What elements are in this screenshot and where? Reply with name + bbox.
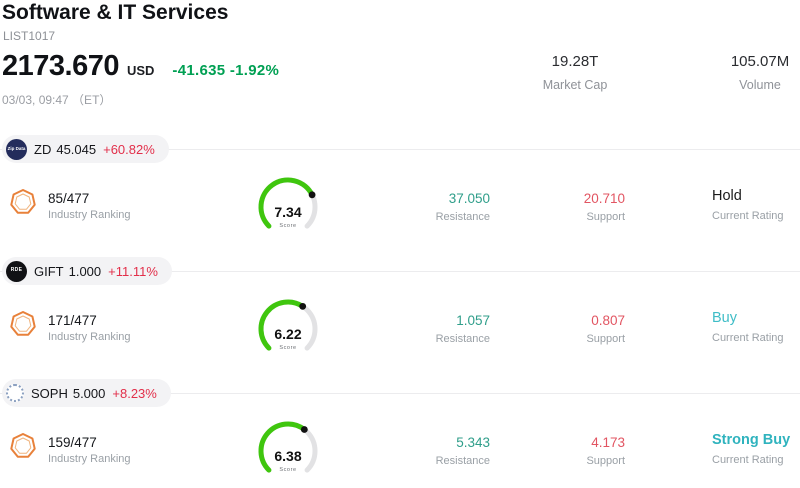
quote-datetime: 03/03, 09:47 （ET） (2, 93, 112, 107)
gauge-score-value: 7.34 (274, 204, 301, 220)
ticker-symbol: GIFT (34, 263, 64, 279)
price-row: 2173.670 USD -41.635 -1.92% (2, 50, 279, 83)
support-label: Support (586, 455, 625, 467)
support-column: 4.173 Support (515, 435, 625, 467)
ticker-symbol: ZD (34, 141, 52, 157)
market-cap-label: Market Cap (542, 78, 608, 92)
industry-ranking-label: Industry Ranking (48, 453, 131, 465)
score-gauge: 6.38 Score (258, 421, 318, 473)
ticker-price: 45.045 (56, 141, 97, 157)
volume-label: Volume (739, 78, 781, 92)
ticker-change: +8.23% (112, 385, 157, 401)
ticker-pill[interactable]: SOPH 5.000 +8.23% (2, 379, 171, 407)
stock-section-soph: SOPH 5.000 +8.23% 159/477 Industry Rankin… (0, 379, 800, 488)
page-title: Software & IT Services (2, 1, 229, 24)
ticker-change: +11.11% (108, 263, 158, 279)
resistance-label: Resistance (435, 333, 490, 345)
resistance-value: 37.050 (448, 191, 490, 206)
ticker-pill[interactable]: Zip Data ZD 45.045 +60.82% (2, 135, 169, 163)
resistance-label: Resistance (435, 455, 490, 467)
rating-value: Strong Buy (712, 432, 791, 448)
ticker-symbol: SOPH (31, 385, 68, 401)
resistance-value: 1.057 (456, 313, 490, 328)
industry-ranking-icon (10, 189, 36, 214)
resistance-column: 1.057 Resistance (380, 313, 490, 345)
gauge-score-value: 6.38 (274, 448, 301, 464)
gauge-score-label: Score (279, 467, 296, 473)
ticker-symbol-price: ZD 45.045 (34, 142, 96, 157)
price-change: -41.635 -1.92% (172, 62, 280, 79)
industry-ranking-value: 159/477 (48, 435, 97, 450)
industry-ranking-label: Industry Ranking (48, 331, 131, 343)
section-divider (0, 149, 800, 150)
currency-label: USD (126, 63, 155, 78)
ticker-symbol-price: GIFT 1.000 (34, 264, 101, 279)
section-divider (0, 271, 800, 272)
market-cap-value: 19.28T (551, 53, 599, 70)
industry-ranking-value: 171/477 (48, 313, 97, 328)
resistance-column: 37.050 Resistance (380, 191, 490, 223)
market-cap-stat: 19.28T Market Cap (505, 53, 645, 92)
resistance-value: 5.343 (456, 435, 490, 450)
ticker-symbol-price: SOPH 5.000 (31, 386, 105, 401)
industry-ranking-icon (10, 433, 36, 458)
gauge-score-value: 6.22 (274, 326, 301, 342)
rating-column: Strong Buy Current Rating (712, 432, 800, 466)
industry-ranking-label: Industry Ranking (48, 209, 131, 221)
support-column: 0.807 Support (515, 313, 625, 345)
score-gauge: 7.34 Score (258, 177, 318, 229)
rating-value: Buy (712, 310, 737, 326)
gauge-score-label: Score (279, 345, 296, 351)
rating-value: Hold (712, 188, 742, 204)
rating-column: Hold Current Rating (712, 188, 800, 222)
volume-value: 105.07M (730, 53, 790, 70)
ticker-price: 5.000 (72, 385, 106, 401)
gauge-score-label: Score (279, 223, 296, 229)
ticker-logo-icon: Zip Data (6, 138, 27, 160)
rating-column: Buy Current Rating (712, 310, 800, 344)
ticker-change: +60.82% (103, 141, 155, 157)
score-gauge: 6.22 Score (258, 299, 318, 351)
support-column: 20.710 Support (515, 191, 625, 223)
index-price: 2173.670 (2, 50, 119, 82)
resistance-label: Resistance (435, 211, 490, 223)
ticker-logo-icon: RDE (6, 260, 27, 282)
stock-section-zd: Zip Data ZD 45.045 +60.82% 85/477 Industr… (0, 135, 800, 257)
ticker-pill[interactable]: RDE GIFT 1.000 +11.11% (2, 257, 172, 285)
volume-stat: 105.07M Volume (700, 53, 800, 92)
support-value: 0.807 (591, 313, 625, 328)
support-value: 4.173 (591, 435, 625, 450)
support-label: Support (586, 333, 625, 345)
industry-ranking-value: 85/477 (48, 191, 90, 206)
stock-section-gift: RDE GIFT 1.000 +11.11% 171/477 Industry R… (0, 257, 800, 379)
resistance-column: 5.343 Resistance (380, 435, 490, 467)
rating-label: Current Rating (712, 454, 784, 466)
support-label: Support (586, 211, 625, 223)
list-id: LIST1017 (3, 29, 56, 43)
industry-ranking-icon (10, 311, 36, 336)
support-value: 20.710 (583, 191, 625, 206)
ticker-logo-icon (6, 384, 24, 402)
rating-label: Current Rating (712, 210, 784, 222)
rating-label: Current Rating (712, 332, 784, 344)
ticker-price: 1.000 (68, 263, 102, 279)
section-divider (0, 393, 800, 394)
